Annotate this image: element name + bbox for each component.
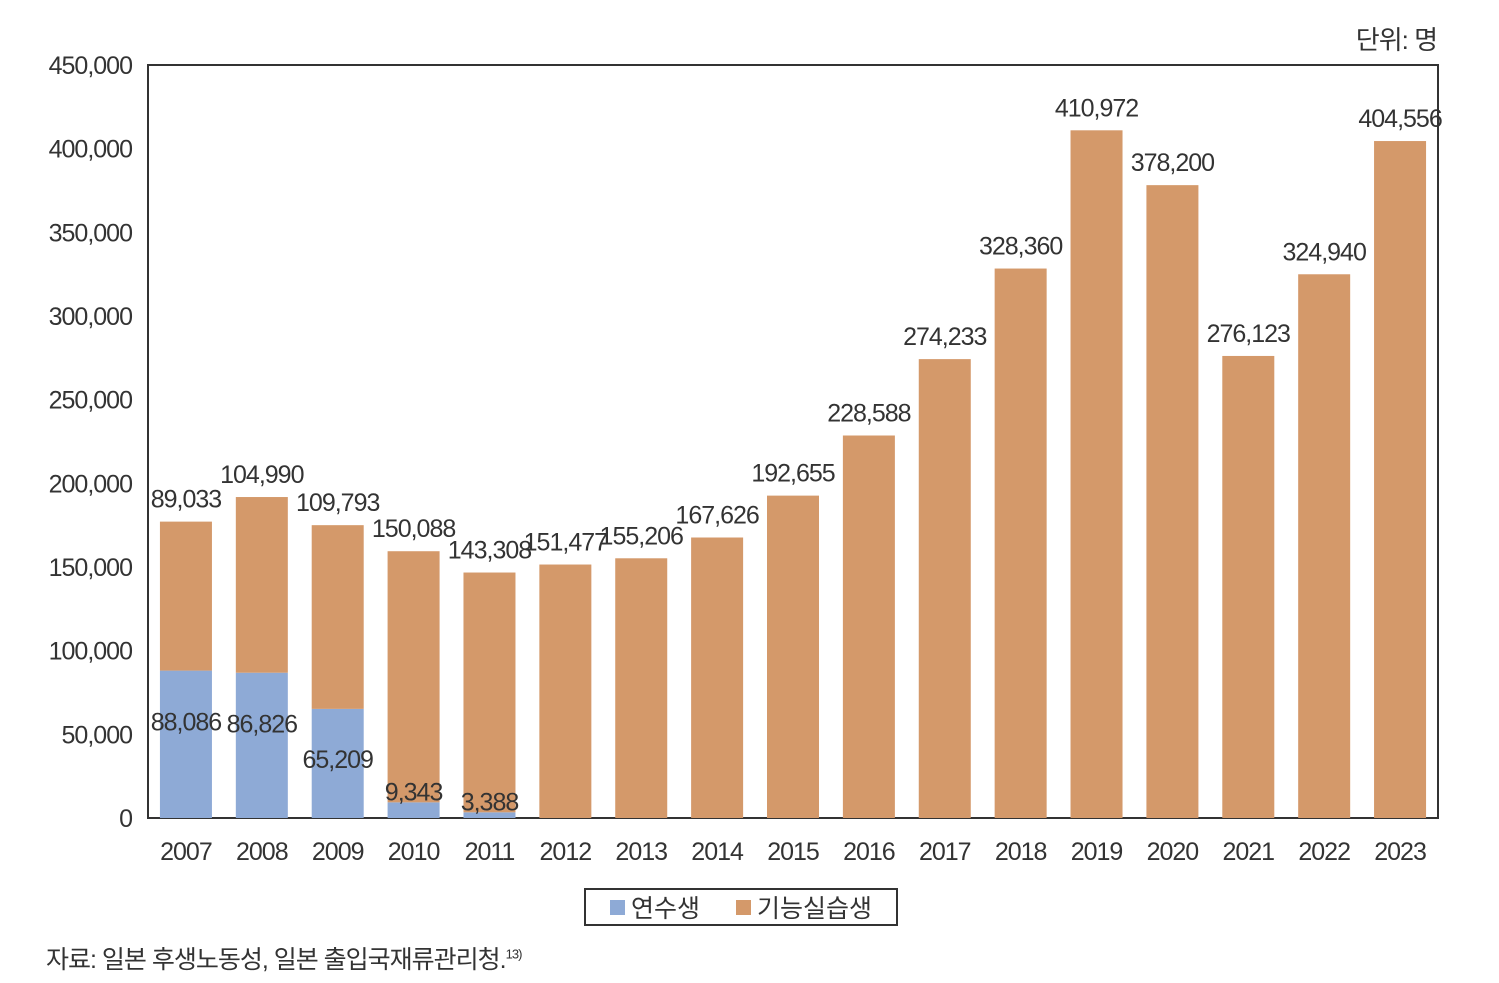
bar-technical-intern-2011 <box>463 572 516 813</box>
legend-item-trainee: 연수생 <box>609 889 700 925</box>
x-tick-label: 2007 <box>160 838 212 866</box>
bar-trainee-2010 <box>387 802 440 818</box>
bar-technical-intern-2008 <box>235 497 288 673</box>
legend-label-trainee: 연수생 <box>630 895 700 923</box>
x-tick-label: 2022 <box>1298 838 1350 866</box>
data-label-technical-intern: 274,233 <box>903 323 986 351</box>
data-label-technical-intern: 155,206 <box>600 522 683 550</box>
y-tick-label: 50,000 <box>62 721 133 749</box>
bar-technical-intern-2014 <box>691 537 744 818</box>
bar-trainee-2008 <box>235 672 288 818</box>
bar-technical-intern-2016 <box>842 435 895 818</box>
y-tick-label: 0 <box>119 805 132 833</box>
data-label-technical-intern: 150,088 <box>372 515 455 543</box>
y-tick-label: 300,000 <box>49 303 132 331</box>
x-tick-label: 2008 <box>236 838 288 866</box>
x-tick-label: 2017 <box>919 838 971 866</box>
data-label-technical-intern: 378,200 <box>1131 149 1214 177</box>
x-tick-label: 2018 <box>995 838 1047 866</box>
x-tick-label: 2020 <box>1147 838 1199 866</box>
data-label-technical-intern: 228,588 <box>827 399 910 427</box>
legend-swatch-technical-intern <box>736 899 751 915</box>
y-tick-label: 250,000 <box>49 387 132 415</box>
data-label-technical-intern: 151,477 <box>524 529 607 557</box>
bar-technical-intern-2019 <box>1070 130 1123 818</box>
unit-label: 단위: 명 <box>1355 25 1438 55</box>
data-label-technical-intern: 109,793 <box>296 489 379 517</box>
bar-technical-intern-2012 <box>539 564 592 818</box>
bar-technical-intern-2015 <box>767 495 819 818</box>
x-tick-label: 2011 <box>465 838 515 866</box>
legend-label-technical-intern: 기능실습생 <box>757 895 873 923</box>
x-tick-label: 2016 <box>843 838 895 866</box>
x-tick-label: 2014 <box>691 838 744 866</box>
bar-trainee-2007 <box>159 670 212 818</box>
data-label-technical-intern: 104,990 <box>220 461 303 489</box>
data-label-technical-intern: 410,972 <box>1055 94 1138 122</box>
bar-trainee-2011 <box>463 812 516 818</box>
y-tick-label: 100,000 <box>49 638 132 666</box>
y-tick-label: 400,000 <box>49 136 132 164</box>
bar-technical-intern-2010 <box>387 551 440 803</box>
data-label-technical-intern: 89,033 <box>151 486 222 514</box>
bar-technical-intern-2009 <box>311 525 364 709</box>
x-tick-label: 2012 <box>540 838 592 866</box>
bar-technical-intern-2022 <box>1298 274 1351 818</box>
data-label-technical-intern: 324,940 <box>1282 238 1365 266</box>
bar-technical-intern-2013 <box>615 558 668 818</box>
data-label-trainee: 9,343 <box>385 778 443 806</box>
data-label-technical-intern: 328,360 <box>979 233 1062 261</box>
data-label-trainee: 65,209 <box>302 746 373 774</box>
data-label-trainee: 3,388 <box>461 788 519 816</box>
legend-item-technical-intern: 기능실습생 <box>736 889 872 925</box>
data-label-trainee: 86,826 <box>227 711 298 739</box>
x-tick-label: 2023 <box>1374 838 1426 866</box>
y-tick-label: 450,000 <box>49 52 132 80</box>
data-label-technical-intern: 167,626 <box>675 502 758 530</box>
data-label-technical-intern: 276,123 <box>1207 320 1290 348</box>
bar-technical-intern-2017 <box>918 359 971 818</box>
x-tick-label: 2010 <box>388 838 440 866</box>
legend: 연수생 기능실습생 <box>584 888 898 926</box>
x-tick-label: 2009 <box>312 838 364 866</box>
source-footnote: 13) <box>505 946 523 962</box>
data-label-trainee: 88,086 <box>151 709 222 737</box>
y-tick-label: 150,000 <box>49 554 132 582</box>
x-tick-label: 2019 <box>1071 838 1123 866</box>
source-note: 자료: 일본 후생노동성, 일본 출입국재류관리청.13) <box>46 940 523 976</box>
x-tick-label: 2015 <box>767 838 819 866</box>
bar-trainee-2009 <box>311 708 364 818</box>
data-label-technical-intern: 143,308 <box>448 537 531 565</box>
bar-technical-intern-2021 <box>1222 355 1275 818</box>
bar-technical-intern-2020 <box>1146 185 1199 819</box>
y-tick-label: 350,000 <box>49 219 132 247</box>
legend-swatch-trainee <box>609 899 625 915</box>
data-label-technical-intern: 404,556 <box>1358 105 1441 133</box>
x-tick-label: 2013 <box>615 838 667 866</box>
bar-technical-intern-2007 <box>159 521 212 671</box>
y-tick-label: 200,000 <box>49 470 132 498</box>
data-label-technical-intern: 192,655 <box>751 460 834 488</box>
source-text: 자료: 일본 후생노동성, 일본 출입국재류관리청. <box>46 946 507 974</box>
bar-technical-intern-2018 <box>994 268 1047 818</box>
x-tick-label: 2021 <box>1222 838 1274 866</box>
bar-technical-intern-2023 <box>1374 141 1427 818</box>
